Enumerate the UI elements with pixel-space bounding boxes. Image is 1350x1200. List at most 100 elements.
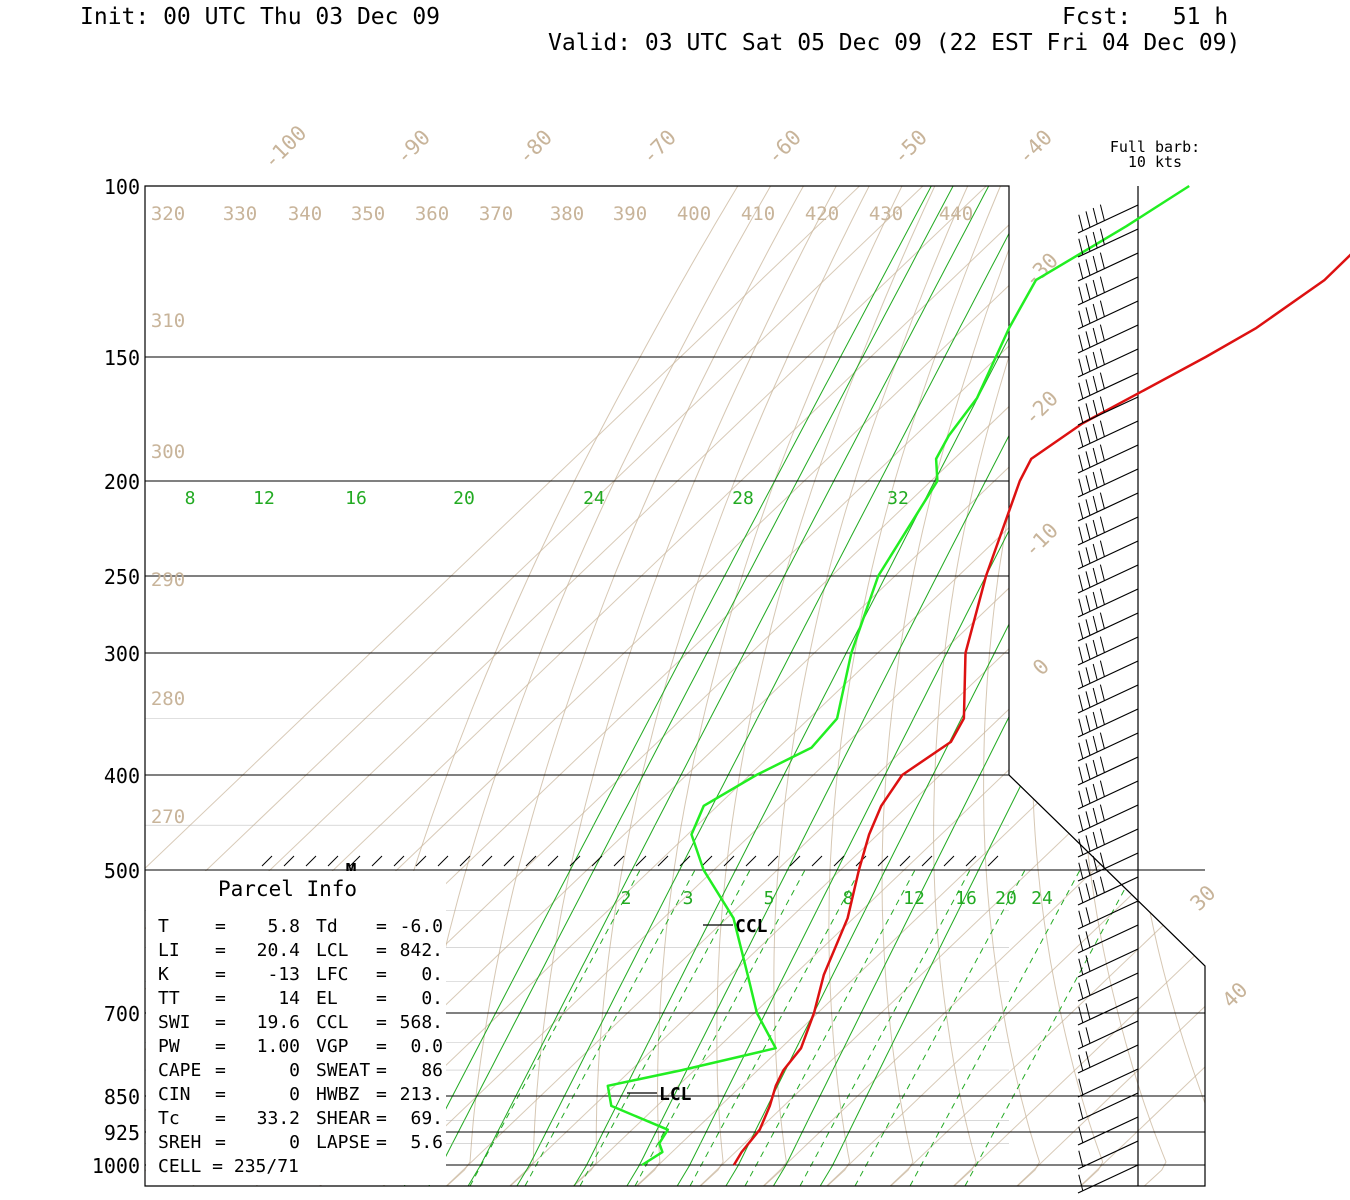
dry-adiabat xyxy=(1212,186,1350,1186)
barb-feather xyxy=(1085,619,1091,636)
wind-barb xyxy=(1077,660,1139,690)
hatch-mark xyxy=(393,855,405,867)
parcel-param-name: LFC xyxy=(316,964,349,985)
barb-feather xyxy=(1078,742,1084,759)
mixing-ratio-label: 16 xyxy=(345,488,367,509)
barb-feather xyxy=(1092,855,1098,873)
barb-feather xyxy=(1099,228,1105,245)
parcel-param-name: LCL xyxy=(316,940,349,961)
dry-adiabat xyxy=(1295,186,1350,1186)
barb-feather xyxy=(1078,286,1084,303)
isotherm-label: -10 xyxy=(1019,518,1063,562)
theta-label: 420 xyxy=(805,203,839,225)
theta-label: 430 xyxy=(869,203,903,225)
parcel-param-value: 19.6 xyxy=(257,1012,300,1033)
barb-feather xyxy=(1092,759,1098,777)
pressure-label: 300 xyxy=(104,642,140,666)
equals-sign: = xyxy=(376,1036,387,1057)
barb-feather xyxy=(1078,670,1084,687)
wind-barb xyxy=(1077,228,1139,258)
hatch-mark xyxy=(635,855,647,867)
wind-barb xyxy=(1077,732,1139,762)
barb-feather xyxy=(1092,615,1098,633)
hatch-mark xyxy=(591,855,603,867)
barb-feather xyxy=(1092,375,1098,393)
barb-feather xyxy=(1085,211,1091,228)
barb-feather xyxy=(1099,876,1105,893)
parcel-param-name: Td xyxy=(316,916,338,937)
parcel-param-value: -13 xyxy=(267,964,300,985)
equals-sign: = xyxy=(376,1108,387,1129)
isotherm-label: -40 xyxy=(1013,125,1057,169)
barb-feather xyxy=(1092,327,1098,345)
ccl-label: CCL xyxy=(735,916,768,937)
mixing-ratio-label: 24 xyxy=(1031,888,1053,909)
barb-feather xyxy=(1099,780,1105,797)
dry-adiabat xyxy=(1335,186,1350,1186)
parcel-param-value: 0.0 xyxy=(410,1036,443,1057)
isotherm-label: -70 xyxy=(637,125,681,169)
theta-label: 280 xyxy=(151,688,185,710)
dry-adiabat xyxy=(763,186,969,1186)
barb-feather xyxy=(1099,444,1105,461)
barb-feather xyxy=(1078,430,1084,447)
parcel-param-value: 5.6 xyxy=(410,1132,443,1153)
pressure-label: 400 xyxy=(104,764,140,788)
hatch-mark xyxy=(679,855,691,867)
equals-sign: = xyxy=(376,1132,387,1153)
mixing-ratio-line xyxy=(725,186,1205,1186)
wind-barb xyxy=(1077,756,1139,786)
barb-feather xyxy=(1078,1030,1084,1047)
wind-barb xyxy=(1077,396,1139,426)
m-marker: M xyxy=(346,860,357,881)
barb-feather xyxy=(1092,687,1098,705)
wind-barb xyxy=(1077,972,1139,1002)
parcel-param-name: T xyxy=(158,916,169,937)
hatch-mark xyxy=(569,855,581,867)
isotherm-label: -90 xyxy=(391,125,435,169)
pressure-label: 500 xyxy=(104,859,140,883)
barb-feather xyxy=(1099,252,1105,269)
barb-feather xyxy=(1078,982,1084,999)
barb-feather xyxy=(1085,979,1091,996)
barb-feather xyxy=(1085,931,1091,948)
wind-barb xyxy=(1077,252,1139,282)
hatch-mark xyxy=(547,855,559,867)
parcel-param-name: CIN xyxy=(158,1084,191,1105)
barb-feather xyxy=(1085,259,1091,276)
hatch-mark xyxy=(833,855,845,867)
equals-sign: = xyxy=(215,1012,226,1033)
equals-sign: = xyxy=(215,1084,226,1105)
parcel-info-background xyxy=(146,871,446,1185)
parcel-param-name: SWEAT xyxy=(316,1060,370,1081)
parcel-param-value: 842. xyxy=(400,940,443,961)
barb-feather xyxy=(1085,835,1091,852)
barb-feather xyxy=(1092,879,1098,897)
barb-feather xyxy=(1078,550,1084,567)
barb-feather xyxy=(1092,639,1098,657)
barb-feather xyxy=(1078,1126,1084,1143)
barb-feather xyxy=(1085,547,1091,564)
valid-time: Valid: 03 UTC Sat 05 Dec 09 (22 EST Fri … xyxy=(548,30,1241,56)
wind-barb xyxy=(1077,708,1139,738)
barb-legend-line2: 10 kts xyxy=(1128,153,1182,171)
barb-feather xyxy=(1078,1150,1084,1167)
barb-feather xyxy=(1085,691,1091,708)
isotherm-label: 30 xyxy=(1186,881,1221,916)
barb-feather xyxy=(1085,763,1091,780)
hatch-mark xyxy=(745,855,757,867)
hatch-mark xyxy=(899,855,911,867)
barb-feather xyxy=(1078,214,1084,231)
barb-feather xyxy=(1085,475,1091,492)
isotherm-label: -30 xyxy=(1019,248,1063,292)
mixing-ratio-label: 2 xyxy=(621,888,632,909)
dry-adiabat xyxy=(573,186,870,1186)
barb-feather xyxy=(1078,310,1084,327)
parcel-param-name: SHEAR xyxy=(316,1108,370,1129)
wind-barb xyxy=(1077,420,1139,450)
barb-legend-line1: Full barb: xyxy=(1110,138,1200,156)
barb-feather xyxy=(1092,399,1098,417)
wind-barb xyxy=(1077,924,1139,954)
pressure-label: 100 xyxy=(104,175,140,199)
